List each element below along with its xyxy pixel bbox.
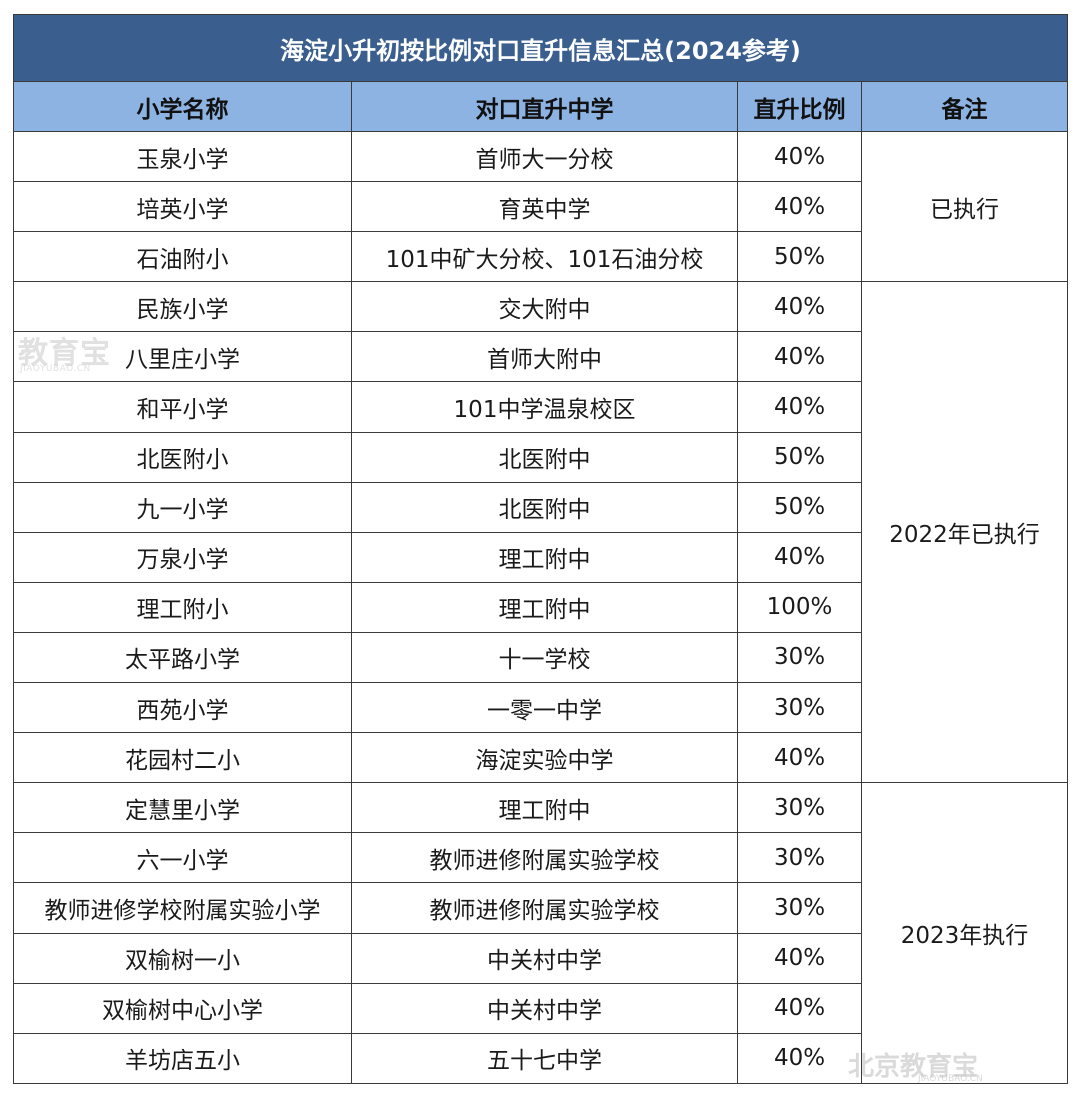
middle-school-cell: 中关村中学 (351, 982, 738, 1034)
middle-school-cell: 中关村中学 (351, 932, 738, 984)
table-row: 培英小学 育英中学 40% (13, 181, 1068, 233)
table-row: 双榆树一小 中关村中学 40% (13, 932, 1068, 984)
ratio-cell: 50% (737, 431, 862, 483)
table-row: 九一小学 北医附中 50% (13, 481, 1068, 533)
school-cell: 六一小学 (13, 832, 352, 884)
table-title: 海淀小升初按比例对口直升信息汇总(2024参考) (12, 14, 1069, 82)
table-row: 双榆树中心小学 中关村中学 40% (13, 982, 1068, 1034)
school-cell: 民族小学 (13, 281, 352, 333)
school-cell: 双榆树中心小学 (13, 982, 352, 1034)
school-cell: 西苑小学 (13, 682, 352, 734)
middle-school-cell: 理工附中 (351, 531, 738, 583)
ratio-cell: 30% (737, 882, 862, 934)
table-row: 教师进修学校附属实验小学 教师进修附属实验学校 30% (13, 882, 1068, 934)
middle-school-cell: 101中矿大分校、101石油分校 (351, 231, 738, 283)
middle-school-cell: 教师进修附属实验学校 (351, 832, 738, 884)
middle-school-cell: 首师大附中 (351, 331, 738, 383)
school-cell: 和平小学 (13, 381, 352, 433)
middle-school-cell: 理工附中 (351, 782, 738, 834)
table-row: 定慧里小学 理工附中 30% 2023年执行 (13, 782, 1069, 1084)
school-cell: 玉泉小学 (13, 130, 352, 183)
table-row: 民族小学 交大附中 40% 2022年已执行 (13, 281, 1069, 784)
school-cell: 教师进修学校附属实验小学 (13, 882, 352, 934)
school-cell: 培英小学 (13, 181, 352, 233)
school-cell: 理工附小 (13, 581, 352, 633)
table-row: 北医附小 北医附中 50% (13, 431, 1068, 483)
ratio-cell: 40% (737, 932, 862, 984)
summary-table-container: 海淀小升初按比例对口直升信息汇总(2024参考) 小学名称 对口直升中学 直升比… (12, 14, 1069, 1084)
table-row: 理工附小 理工附中 100% (13, 581, 1068, 633)
table-row: 六一小学 教师进修附属实验学校 30% (13, 832, 1068, 884)
school-cell: 九一小学 (13, 481, 352, 533)
school-cell: 羊坊店五小 (13, 1032, 352, 1084)
summary-table: 海淀小升初按比例对口直升信息汇总(2024参考) 小学名称 对口直升中学 直升比… (12, 14, 1069, 1084)
table-row: 花园村二小 海淀实验中学 40% (13, 732, 1068, 784)
middle-school-cell: 十一学校 (351, 631, 738, 684)
header-middle-school: 对口直升中学 (351, 81, 738, 132)
school-cell: 八里庄小学 (13, 331, 352, 383)
middle-school-cell: 海淀实验中学 (351, 732, 738, 784)
table-row: 和平小学 101中学温泉校区 40% (13, 381, 1068, 433)
table-row: 羊坊店五小 五十七中学 40% (13, 1032, 1068, 1084)
school-cell: 双榆树一小 (13, 932, 352, 984)
middle-school-cell: 五十七中学 (351, 1032, 738, 1084)
middle-school-cell: 北医附中 (351, 431, 738, 483)
middle-school-cell: 一零一中学 (351, 682, 738, 734)
ratio-cell: 30% (737, 832, 862, 884)
ratio-cell: 40% (737, 331, 862, 383)
ratio-cell: 40% (737, 281, 862, 333)
ratio-cell: 40% (737, 531, 862, 583)
table-row: 万泉小学 理工附中 40% (13, 531, 1068, 583)
middle-school-cell: 交大附中 (351, 281, 738, 333)
ratio-cell: 40% (737, 1032, 862, 1084)
school-cell: 定慧里小学 (13, 782, 352, 834)
school-cell: 花园村二小 (13, 732, 352, 784)
middle-school-cell: 首师大一分校 (351, 130, 738, 183)
ratio-cell: 40% (737, 130, 862, 183)
ratio-cell: 50% (737, 231, 862, 283)
note-cell: 2023年执行 (860, 782, 1069, 1084)
ratio-cell: 30% (737, 631, 862, 684)
ratio-cell: 50% (737, 481, 862, 533)
ratio-cell: 40% (737, 181, 862, 233)
note-cell: 已执行 (860, 130, 1069, 283)
school-cell: 太平路小学 (13, 631, 352, 684)
ratio-cell: 100% (737, 581, 862, 633)
ratio-cell: 40% (737, 732, 862, 784)
school-cell: 北医附小 (13, 431, 352, 483)
middle-school-cell: 教师进修附属实验学校 (351, 882, 738, 934)
ratio-cell: 40% (737, 982, 862, 1034)
note-cell: 2022年已执行 (860, 281, 1069, 784)
middle-school-cell: 101中学温泉校区 (351, 381, 738, 433)
table-row: 玉泉小学 首师大一分校 40% 已执行 (13, 130, 1069, 283)
middle-school-cell: 理工附中 (351, 581, 738, 633)
school-cell: 石油附小 (13, 231, 352, 283)
ratio-cell: 30% (737, 782, 862, 834)
school-cell: 万泉小学 (13, 531, 352, 583)
ratio-cell: 40% (737, 381, 862, 433)
header-ratio: 直升比例 (737, 81, 862, 132)
table-row: 太平路小学 十一学校 30% (13, 631, 1068, 684)
middle-school-cell: 育英中学 (351, 181, 738, 233)
header-notes: 备注 (860, 81, 1069, 132)
header-school: 小学名称 (13, 81, 352, 132)
ratio-cell: 30% (737, 682, 862, 734)
middle-school-cell: 北医附中 (351, 481, 738, 533)
